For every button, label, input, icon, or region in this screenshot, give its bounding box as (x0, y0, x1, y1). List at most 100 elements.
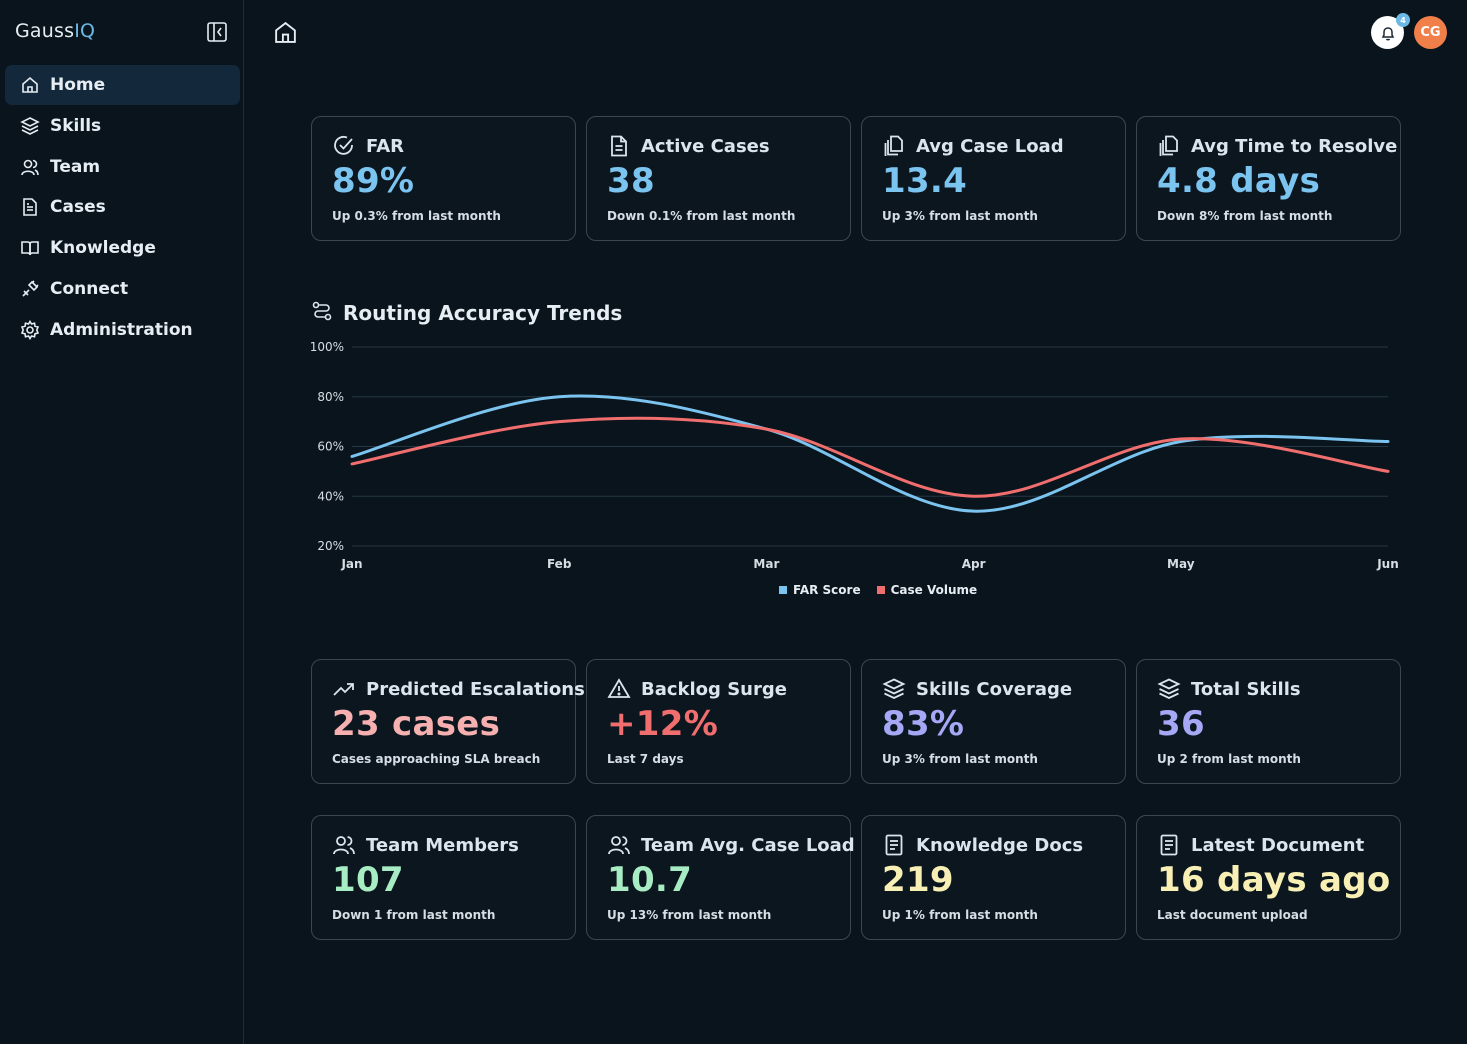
notification-badge: 4 (1396, 13, 1410, 27)
sidebar-item-connect[interactable]: Connect (5, 269, 240, 309)
legend-swatch (876, 586, 885, 594)
metric-title: Team Members (366, 834, 519, 856)
sidebar-item-skills[interactable]: Skills (5, 106, 240, 146)
metric-value: 4.8 days (1157, 161, 1321, 201)
sidebar-item-label: Team (50, 156, 101, 177)
copy-icon (882, 134, 906, 158)
metric-subtext: Up 2 from last month (1157, 752, 1301, 766)
metric-card-total-skills[interactable]: Total Skills 36 Up 2 from last month (1136, 659, 1401, 784)
x-tick-label: Jan (340, 557, 362, 571)
x-tick-label: Apr (962, 557, 986, 571)
metric-title: Active Cases (641, 135, 770, 157)
metric-title: Backlog Surge (641, 678, 787, 700)
sidebar-nav: Home Skills Team Cases Knowledge (5, 65, 240, 351)
y-tick-label: 20% (317, 539, 344, 553)
metric-subtext: Up 3% from last month (882, 752, 1038, 766)
metric-card-team-members[interactable]: Team Members 107 Down 1 from last month (311, 815, 576, 940)
check-circle-icon (332, 134, 356, 158)
route-icon (311, 300, 333, 326)
trending-up-icon (332, 677, 356, 701)
users-icon (332, 833, 356, 857)
sidebar-item-label: Administration (50, 319, 193, 340)
legend-item-case-volume[interactable]: Case Volume (876, 583, 978, 597)
sidebar-item-label: Skills (50, 115, 102, 136)
notifications-button[interactable]: 4 (1371, 13, 1410, 49)
home-icon (275, 21, 296, 43)
sidebar-item-team[interactable]: Team (5, 147, 240, 187)
sidebar-item-label: Cases (50, 197, 106, 218)
metric-card-team-avg-case-load[interactable]: Team Avg. Case Load 10.7 Up 13% from las… (586, 815, 855, 940)
warning-icon (607, 677, 631, 701)
x-tick-label: May (1167, 557, 1195, 571)
sidebar-item-label: Connect (50, 278, 129, 299)
bell-icon (1381, 26, 1394, 40)
metric-subtext: Cases approaching SLA breach (332, 752, 541, 766)
metric-value: 219 (882, 860, 954, 900)
routing-accuracy-chart: 100% 80% 60% 40% 20% Jan Feb Mar Apr May Jun (310, 340, 1399, 571)
x-tick-label: Feb (547, 557, 572, 571)
file-icon (20, 197, 40, 217)
series-line-far-score (350, 394, 1390, 513)
metric-value: 107 (332, 860, 404, 900)
sidebar-item-knowledge[interactable]: Knowledge (5, 228, 240, 268)
metric-subtext: Up 3% from last month (882, 209, 1038, 223)
metric-value: 10.7 (607, 860, 693, 900)
metric-value: +12% (607, 704, 719, 744)
document-icon (607, 134, 631, 158)
metric-value: 16 days ago (1157, 860, 1391, 900)
metric-card-predicted-escalations[interactable]: Predicted Escalations 23 cases Cases app… (311, 659, 585, 784)
home-icon (20, 75, 40, 95)
metric-title: Knowledge Docs (916, 834, 1084, 856)
brand-logo[interactable]: GaussIQ (15, 20, 96, 42)
user-avatar[interactable]: CG (1414, 16, 1447, 49)
metric-card-latest-document[interactable]: Latest Document 16 days ago Last documen… (1136, 815, 1401, 940)
metric-card-skills-coverage[interactable]: Skills Coverage 83% Up 3% from last mont… (861, 659, 1126, 784)
metric-title: Total Skills (1191, 678, 1301, 700)
metric-subtext: Up 1% from last month (882, 908, 1038, 922)
y-tick-label: 60% (317, 440, 344, 454)
y-tick-label: 80% (317, 390, 344, 404)
sidebar: GaussIQ Home Skills Team (0, 0, 244, 1044)
sidebar-item-home[interactable]: Home (5, 65, 240, 105)
notes-icon (1157, 833, 1181, 857)
legend-label: Case Volume (890, 583, 978, 597)
metric-subtext: Last document upload (1157, 908, 1308, 922)
metric-card-avg-time-to-resolve[interactable]: Avg Time to Resolve 4.8 days Down 8% fro… (1136, 116, 1401, 241)
metric-title: FAR (366, 135, 405, 157)
metric-title: Skills Coverage (916, 678, 1073, 700)
metric-title: Latest Document (1191, 834, 1365, 856)
sidebar-item-cases[interactable]: Cases (5, 187, 240, 227)
metric-value: 13.4 (882, 161, 968, 201)
metric-card-active-cases[interactable]: Active Cases 38 Down 0.1% from last mont… (586, 116, 851, 241)
metric-title: Team Avg. Case Load (641, 834, 855, 856)
chart-legend: FAR Score Case Volume (779, 583, 993, 597)
metric-card-backlog-surge[interactable]: Backlog Surge +12% Last 7 days (586, 659, 851, 784)
metric-card-knowledge-docs[interactable]: Knowledge Docs 219 Up 1% from last month (861, 815, 1126, 940)
metric-title: Predicted Escalations (366, 678, 585, 700)
gear-icon (20, 319, 40, 340)
legend-item-far-score[interactable]: FAR Score (779, 583, 861, 597)
metric-card-far[interactable]: FAR 89% Up 0.3% from last month (311, 116, 576, 241)
home-button[interactable] (273, 20, 298, 45)
metric-subtext: Down 1 from last month (332, 908, 496, 922)
x-tick-label: Jun (1376, 557, 1399, 571)
users-icon (607, 833, 631, 857)
y-tick-label: 100% (310, 340, 344, 354)
sidebar-item-label: Home (50, 75, 106, 95)
metric-title: Avg Time to Resolve (1191, 135, 1398, 157)
copy-icon (1157, 134, 1181, 158)
y-tick-label: 40% (317, 489, 344, 503)
metric-card-avg-case-load[interactable]: Avg Case Load 13.4 Up 3% from last month (861, 116, 1126, 241)
book-icon (20, 238, 40, 258)
x-tick-label: Mar (753, 557, 779, 571)
metric-subtext: Last 7 days (607, 752, 684, 766)
plug-icon (20, 279, 40, 299)
chart-header: Routing Accuracy Trends (311, 300, 622, 326)
sidebar-item-administration[interactable]: Administration (5, 310, 240, 350)
legend-swatch (779, 586, 787, 594)
collapse-sidebar-button[interactable] (206, 21, 228, 43)
series-line-case-volume (350, 416, 1390, 498)
chart-title: Routing Accuracy Trends (343, 301, 623, 325)
layers-icon (1157, 677, 1181, 701)
metric-subtext: Down 0.1% from last month (607, 209, 796, 223)
